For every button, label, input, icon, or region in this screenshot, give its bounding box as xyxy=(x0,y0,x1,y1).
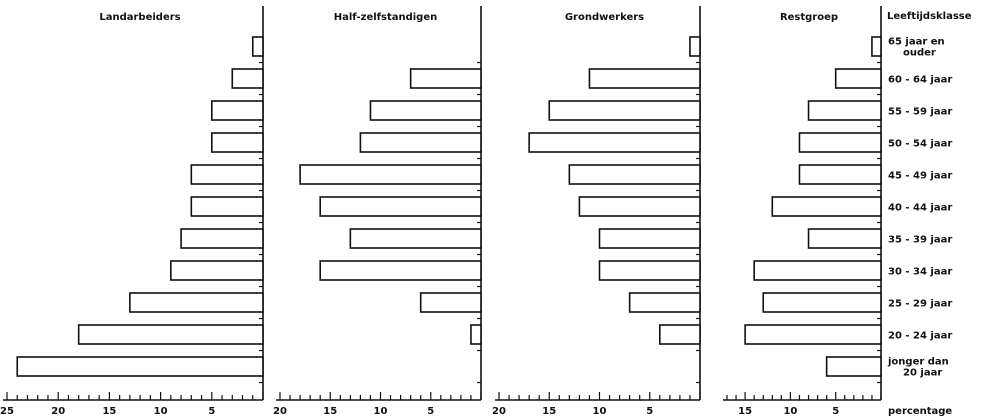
category-label: 35 - 39 jaar xyxy=(888,235,952,246)
x-axis-label: percentage xyxy=(888,406,952,416)
bar xyxy=(359,132,482,153)
bar xyxy=(369,100,482,121)
panel-title: Landarbeiders xyxy=(99,12,180,23)
tick-label: 20 xyxy=(51,406,65,416)
bar xyxy=(628,292,701,313)
category-label: jonger dan xyxy=(887,357,949,368)
bar xyxy=(528,132,701,153)
bar xyxy=(129,292,264,313)
bar xyxy=(180,228,264,249)
category-label: 25 - 29 jaar xyxy=(888,299,952,310)
category-label: 45 - 49 jaar xyxy=(888,171,952,182)
bar xyxy=(834,68,882,89)
tick-label: 5 xyxy=(427,406,434,416)
tick-label: 5 xyxy=(646,406,653,416)
bar xyxy=(349,228,482,249)
category-label: 60 - 64 jaar xyxy=(888,75,952,86)
category-label: 65 jaar en xyxy=(888,37,945,48)
bar xyxy=(231,68,264,89)
bar xyxy=(807,228,882,249)
bar xyxy=(211,132,264,153)
bar xyxy=(807,100,882,121)
tick-label: 5 xyxy=(208,406,215,416)
bar xyxy=(568,164,701,185)
tick-label: 5 xyxy=(832,406,839,416)
bar xyxy=(689,36,701,57)
category-header: Leeftijdsklasse xyxy=(887,11,972,22)
category-label: 20 jaar xyxy=(903,368,942,379)
category-label: 50 - 54 jaar xyxy=(888,139,952,150)
bar xyxy=(409,68,482,89)
bar xyxy=(753,260,882,281)
tick-label: 10 xyxy=(783,406,797,416)
bar xyxy=(190,164,264,185)
bar xyxy=(77,324,264,345)
tick-label: 10 xyxy=(374,406,388,416)
bar xyxy=(319,196,482,217)
bar xyxy=(798,164,882,185)
bar xyxy=(190,196,264,217)
panel-title: Grondwerkers xyxy=(565,12,644,23)
bar xyxy=(658,324,701,345)
category-label: 30 - 34 jaar xyxy=(888,267,952,278)
category-label: 55 - 59 jaar xyxy=(888,107,952,118)
bar xyxy=(170,260,264,281)
panel-title: Half-zelfstandigen xyxy=(334,12,438,23)
tick-label: 20 xyxy=(492,406,506,416)
bar xyxy=(598,260,701,281)
category-label: 40 - 44 jaar xyxy=(888,203,952,214)
bar xyxy=(470,324,482,345)
bar xyxy=(771,196,882,217)
tick-label: 20 xyxy=(273,406,287,416)
tick-label: 15 xyxy=(542,406,556,416)
tick-label: 25 xyxy=(0,406,14,416)
bar xyxy=(744,324,882,345)
bar xyxy=(598,228,701,249)
bar xyxy=(825,356,882,377)
bar xyxy=(299,164,482,185)
tick-label: 10 xyxy=(593,406,607,416)
bar xyxy=(578,196,701,217)
tick-label: 15 xyxy=(323,406,337,416)
tick-label: 15 xyxy=(102,406,116,416)
bar xyxy=(419,292,482,313)
bar xyxy=(588,68,701,89)
bar xyxy=(762,292,882,313)
bar xyxy=(319,260,482,281)
panel-title: Restgroep xyxy=(780,12,838,23)
bar xyxy=(251,36,264,57)
category-label: 20 - 24 jaar xyxy=(888,331,952,342)
category-label: ouder xyxy=(903,48,936,59)
bar xyxy=(871,36,882,57)
bar xyxy=(211,100,264,121)
tick-label: 15 xyxy=(738,406,752,416)
bar xyxy=(798,132,882,153)
bar xyxy=(548,100,701,121)
tick-label: 10 xyxy=(154,406,168,416)
bar xyxy=(16,356,264,377)
